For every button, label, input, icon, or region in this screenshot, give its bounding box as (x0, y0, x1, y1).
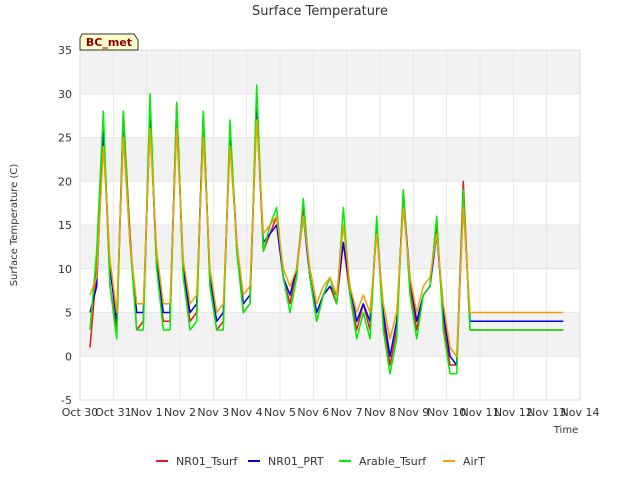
plot-band (80, 356, 580, 400)
x-tick-label: Nov 13 (527, 406, 566, 419)
site-badge-box (79, 33, 139, 51)
x-tick-label: Nov 3 (197, 406, 229, 419)
plot-band (80, 50, 580, 94)
x-tick-label: Nov 9 (397, 406, 429, 419)
x-tick-label: Nov 10 (427, 406, 466, 419)
y-tick-label: 20 (58, 175, 72, 188)
legend-label: AirT (463, 455, 485, 468)
x-tick-label: Nov 8 (364, 406, 396, 419)
site-badge-label: BC_met (86, 36, 132, 49)
plot-band (80, 137, 580, 182)
chart-title: Surface Temperature (252, 4, 388, 19)
site-badge: BC_met (79, 33, 139, 51)
y-tick-labels: -5 0 5 10 15 20 25 30 35 (58, 44, 72, 407)
y-tick-label: 0 (65, 350, 72, 363)
legend-label: NR01_PRT (268, 455, 324, 468)
x-tick-label: Nov 6 (297, 406, 329, 419)
x-tick-label: Nov 5 (264, 406, 296, 419)
y-tick-label: -5 (61, 394, 72, 407)
x-tick-label: Nov 2 (164, 406, 196, 419)
y-tick-label: 15 (58, 219, 72, 232)
x-tick-label: Nov 7 (331, 406, 363, 419)
x-tick-label: Nov 11 (461, 406, 500, 419)
y-tick-label: 30 (58, 88, 72, 101)
series-line-nr01-prt (89, 110, 564, 366)
plot-area-border (79, 49, 581, 401)
plot-band (80, 181, 580, 225)
y-axis-label: Surface Temperature (C) (9, 164, 20, 287)
plot-band (80, 268, 580, 313)
y-tick-label: 35 (58, 44, 72, 57)
plot-band (80, 93, 580, 138)
x-tick-label: Nov 4 (231, 406, 263, 419)
y-tick-label: 25 (58, 132, 72, 145)
x-axis-label: Time (553, 425, 578, 436)
x-tick-label: Nov 14 (561, 406, 600, 419)
plot-band (80, 225, 580, 269)
legend-label: Arable_Tsurf (359, 455, 427, 468)
y-tick-label: 10 (58, 263, 72, 276)
legend-label: NR01_Tsurf (176, 455, 238, 468)
y-tick-label: 5 (65, 307, 72, 320)
series-lines (89, 84, 564, 375)
legend: NR01_Tsurf NR01_PRT Arable_Tsurf AirT (156, 455, 485, 468)
series-line-airt (89, 119, 564, 358)
x-tick-label: Oct 30 (62, 406, 99, 419)
x-tick-label: Nov 12 (494, 406, 533, 419)
x-tick-label: Nov 1 (131, 406, 163, 419)
series-line-arable-tsurf (89, 84, 564, 375)
x-tick-label: Oct 31 (95, 406, 132, 419)
plot-band (80, 312, 580, 357)
plot-background-bands (80, 50, 580, 400)
